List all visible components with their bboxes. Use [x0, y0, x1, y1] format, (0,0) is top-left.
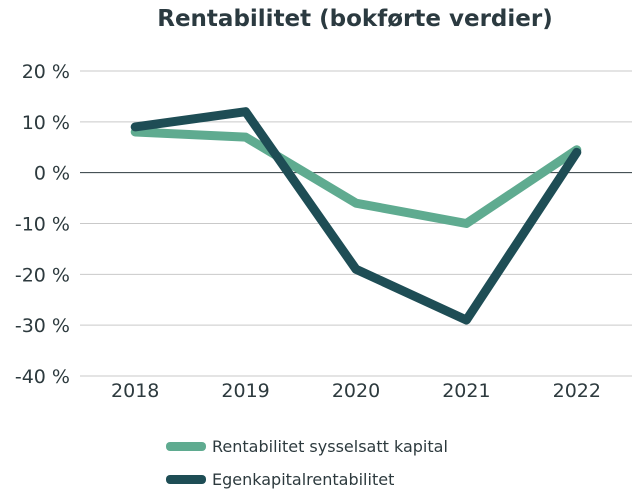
y-tick-label: -30 %: [15, 315, 70, 337]
gridlines: [80, 70, 632, 377]
y-tick-label: 10 %: [22, 112, 70, 134]
legend-swatch-egenkapital: [166, 475, 206, 484]
chart-title: Rentabilitet (bokførte verdier): [157, 6, 553, 32]
y-tick-label: -20 %: [15, 264, 70, 286]
y-tick-label: 0 %: [34, 163, 70, 185]
series-line-egenkapital: [130, 107, 582, 325]
legend-label-egenkapital: Egenkapitalrentabilitet: [212, 470, 395, 489]
y-tick-label: -40 %: [15, 366, 70, 388]
legend-label-sysselsatt: Rentabilitet sysselsatt kapital: [212, 437, 448, 456]
series-lines: [130, 107, 582, 325]
y-axis-tick-labels: 20 % 10 % 0 % -10 % -20 % -30 % -40 %: [15, 61, 70, 388]
x-tick-label: 2021: [442, 380, 490, 402]
x-tick-label: 2022: [553, 380, 601, 402]
legend-item-egenkapital: Egenkapitalrentabilitet: [166, 463, 448, 496]
legend: Rentabilitet sysselsatt kapital Egenkapi…: [166, 430, 448, 496]
x-tick-label: 2020: [332, 380, 380, 402]
legend-swatch-sysselsatt: [166, 442, 206, 451]
x-tick-label: 2019: [221, 380, 269, 402]
x-tick-label: 2018: [111, 380, 159, 402]
line-chart: 20 % 10 % 0 % -10 % -20 % -30 % -40 % 2018 2019…: [15, 61, 632, 402]
series-line-sysselsatt: [130, 127, 582, 228]
x-axis-tick-labels: 2018 2019 2020 2021 2022: [111, 380, 601, 402]
y-tick-label: -10 %: [15, 214, 70, 236]
legend-item-sysselsatt: Rentabilitet sysselsatt kapital: [166, 430, 448, 463]
y-tick-label: 20 %: [22, 61, 70, 83]
